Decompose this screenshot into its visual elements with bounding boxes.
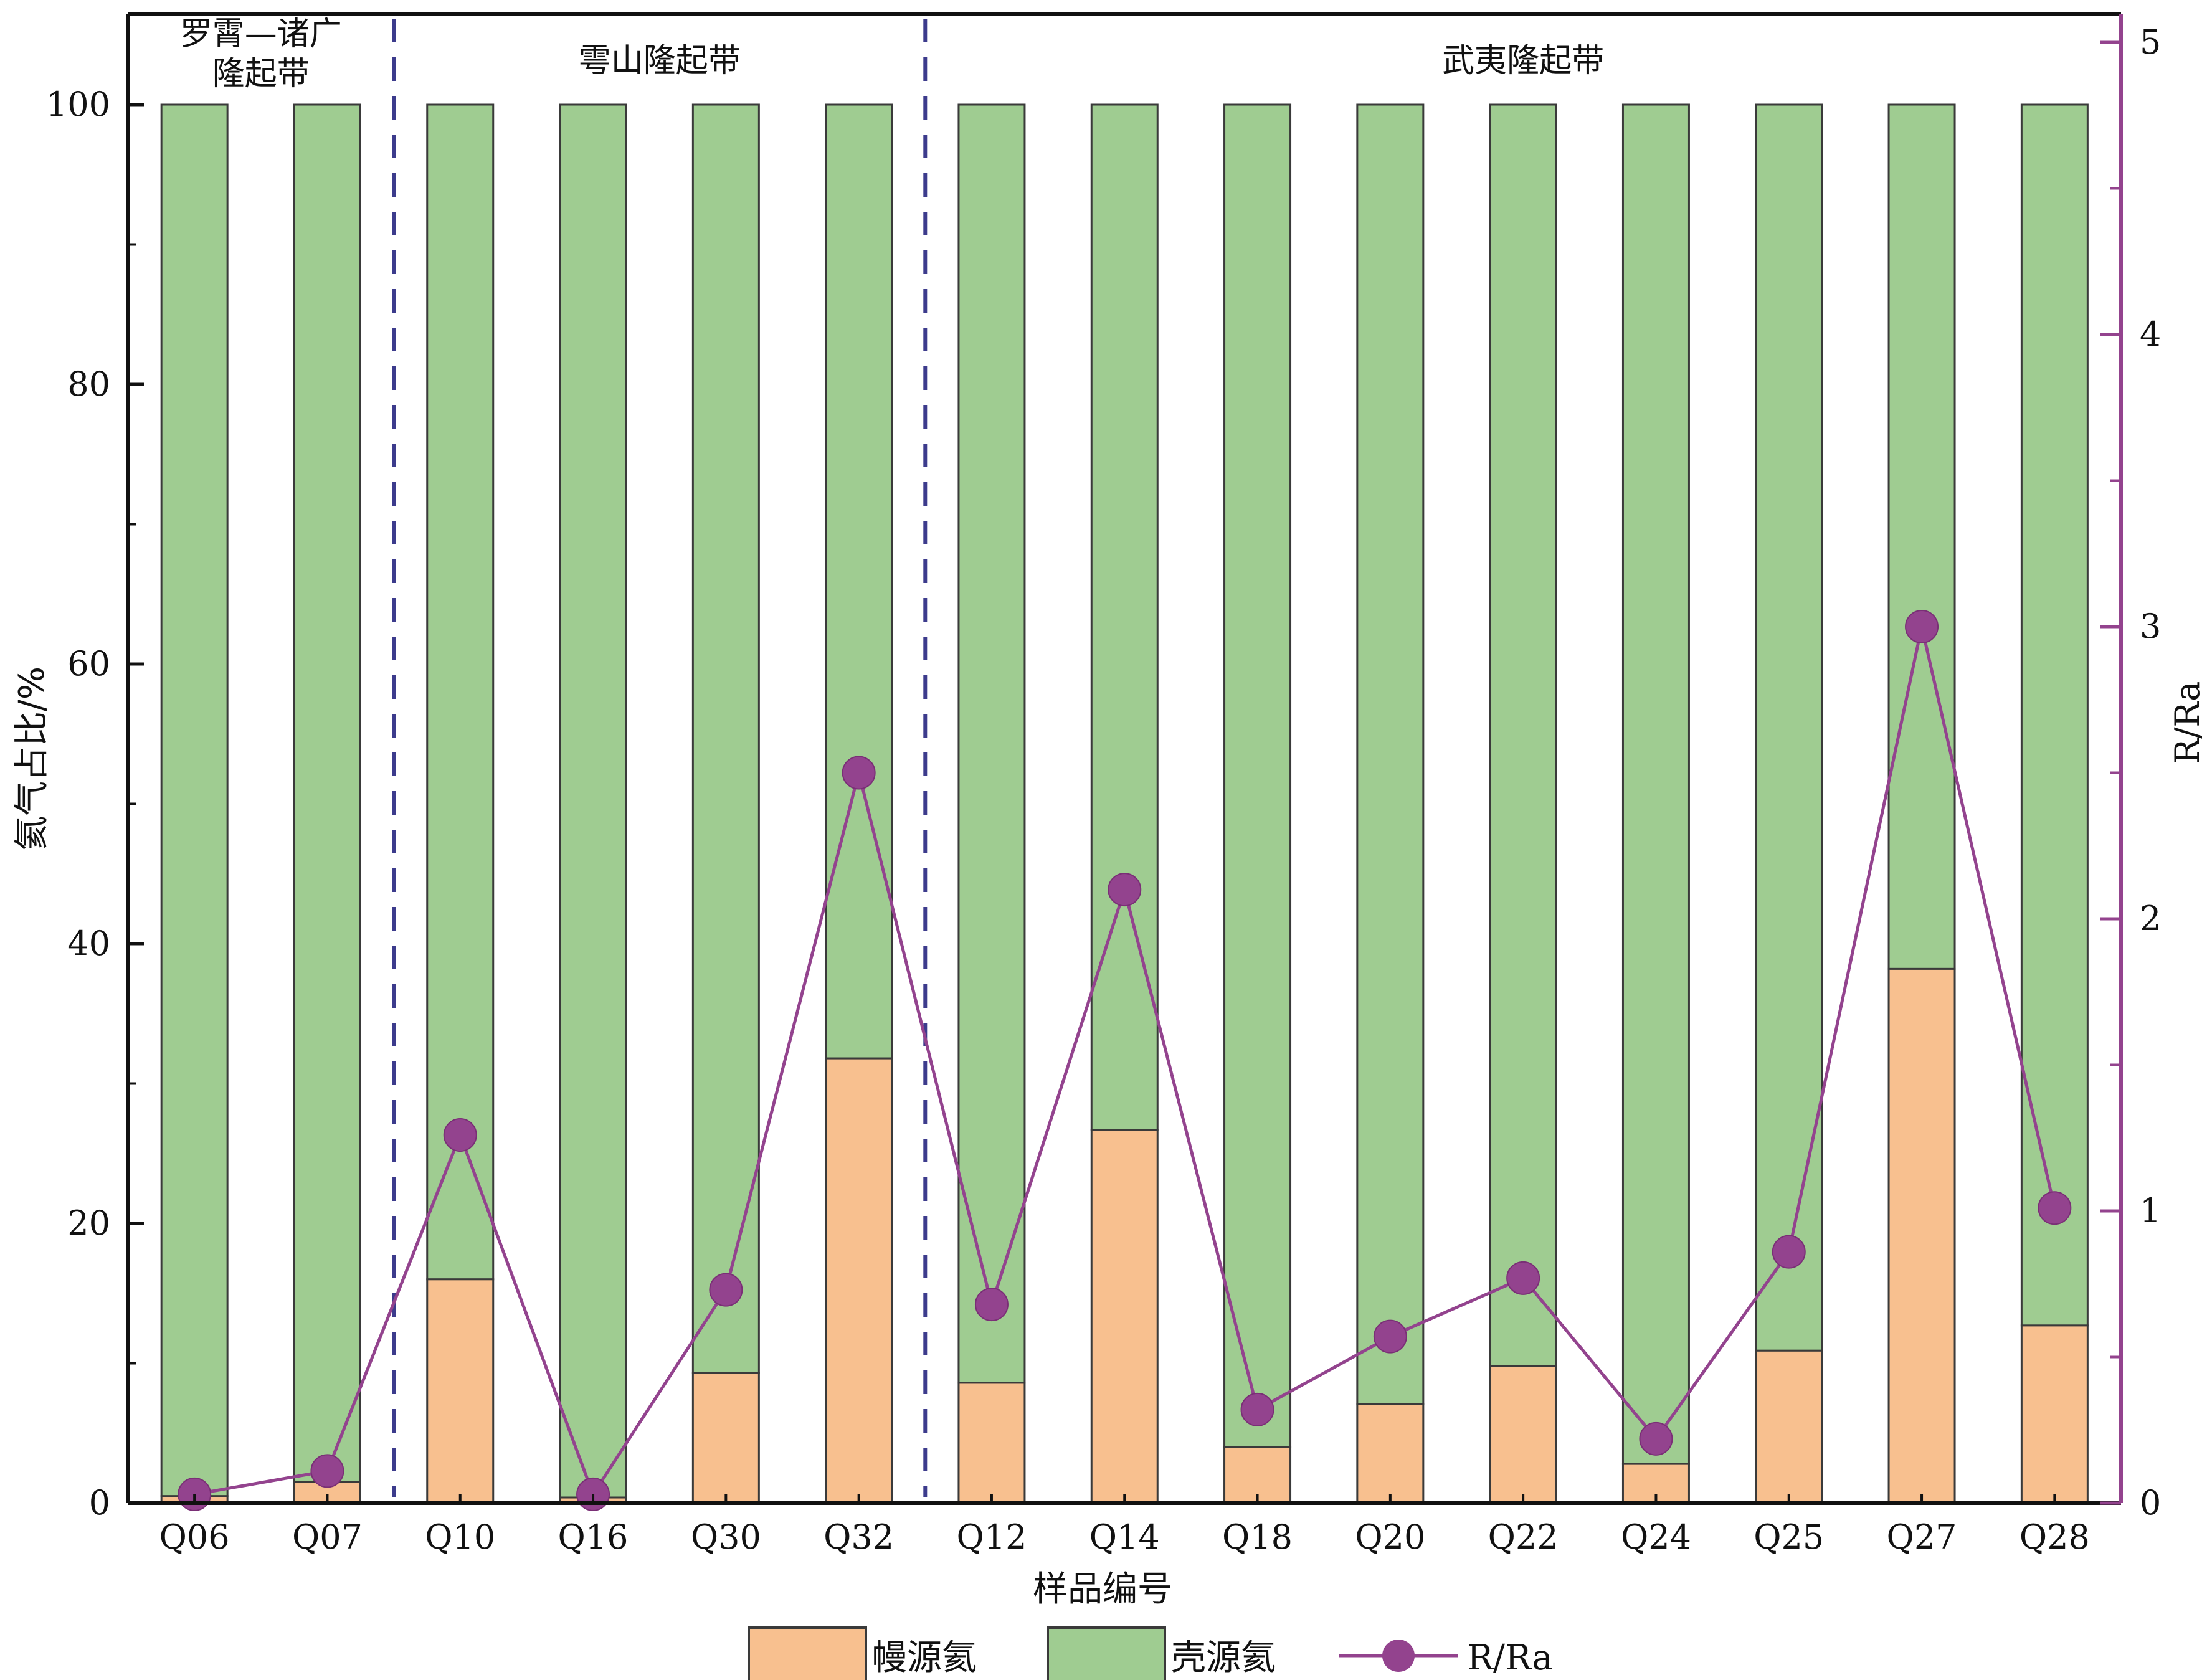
x-tick-label: Q30	[691, 1517, 761, 1557]
bar-mantle-Q25	[1755, 1349, 1823, 1504]
rra-point-Q24	[1639, 1421, 1673, 1456]
x-tick-label: Q10	[425, 1517, 495, 1557]
y-tick-label: 60	[67, 644, 110, 683]
bar-mantle-Q32	[825, 1057, 893, 1504]
axes: 0 20 40 60 80 100 0 1 2 3 4 5 Q06 Q07 Q10 Q16 Q30 Q32 Q12 Q…	[46, 12, 2161, 1557]
y2-tick-label: 5	[2140, 22, 2161, 62]
rra-point-Q32	[842, 756, 876, 790]
bar-mantle-Q12	[957, 1382, 1026, 1504]
bar-mantle-Q14	[1090, 1129, 1159, 1504]
legend-label-crust: 壳源氦	[1171, 1638, 1276, 1678]
bar-crust-Q24	[1621, 103, 1690, 1465]
bar-mantle-Q22	[1489, 1365, 1557, 1504]
rra-point-Q06	[178, 1477, 212, 1511]
x-tick-label: Q22	[1488, 1517, 1559, 1557]
bar-layer	[160, 103, 2089, 1504]
x-tick-label: Q14	[1089, 1517, 1160, 1557]
legend-label-mantle: 幔源氦	[872, 1638, 977, 1678]
rra-point-Q14	[1108, 873, 1142, 907]
y2-tick-label: 4	[2140, 315, 2161, 354]
bar-crust-Q32	[825, 103, 893, 1060]
rra-point-Q25	[1772, 1235, 1806, 1269]
y2-tick-label: 2	[2140, 899, 2161, 938]
region-label: 罗霄—诸广	[180, 16, 342, 53]
region-label: 隆起带	[212, 55, 310, 93]
y-axis-title: 氦气占比/%	[12, 667, 52, 851]
rra-point-Q10	[443, 1118, 477, 1152]
bar-crust-Q10	[426, 103, 495, 1281]
legend-label-rra: R/Ra	[1467, 1638, 1553, 1678]
legend-swatch-mantle	[748, 1626, 867, 1680]
region-label: 武夷隆起带	[1442, 42, 1604, 80]
bar-mantle-Q30	[691, 1372, 760, 1504]
y2-tick-label: 0	[2140, 1483, 2161, 1522]
bar-crust-Q07	[293, 103, 361, 1483]
y-tick-label: 100	[46, 85, 110, 124]
x-tick-label: Q12	[956, 1517, 1027, 1557]
x-tick-label: Q16	[558, 1517, 629, 1557]
bar-mantle-Q20	[1356, 1403, 1425, 1504]
bar-crust-Q18	[1223, 103, 1292, 1448]
bar-crust-Q20	[1356, 103, 1425, 1405]
bar-crust-Q16	[559, 103, 627, 1499]
y-tick-label: 0	[89, 1483, 110, 1522]
x-tick-label: Q28	[2020, 1517, 2090, 1557]
x-tick-label: Q18	[1222, 1517, 1293, 1557]
legend-swatch-crust	[1047, 1626, 1166, 1680]
rra-point-Q12	[974, 1288, 1009, 1322]
legend-marker-rra	[1382, 1640, 1415, 1672]
x-tick-label: Q07	[292, 1517, 363, 1557]
y-tick-label: 20	[67, 1203, 110, 1243]
rra-point-Q28	[2038, 1191, 2072, 1225]
rra-point-Q20	[1373, 1319, 1407, 1354]
bar-crust-Q22	[1489, 103, 1557, 1367]
y2-tick-label: 3	[2140, 607, 2161, 646]
bar-mantle-Q18	[1223, 1446, 1292, 1504]
y2-axis-title: R/Ra	[2168, 681, 2207, 764]
rra-point-Q30	[709, 1273, 743, 1307]
x-tick-label: Q25	[1754, 1517, 1824, 1557]
rra-point-Q27	[1905, 610, 1939, 643]
x-tick-label: Q24	[1621, 1517, 1691, 1557]
rra-point-Q07	[310, 1454, 344, 1488]
bar-mantle-Q27	[1887, 967, 1956, 1504]
rra-point-Q16	[576, 1477, 610, 1511]
region-label: 雩山隆起带	[579, 42, 741, 80]
rra-point-Q22	[1506, 1261, 1540, 1295]
y-tick-label: 80	[67, 364, 110, 404]
rra-point-Q18	[1240, 1392, 1274, 1426]
bar-crust-Q25	[1755, 103, 1823, 1352]
bar-crust-Q30	[691, 103, 760, 1374]
bar-crust-Q27	[1887, 103, 1956, 970]
legend: 幔源氦 壳源氦 R/Ra	[748, 1626, 1553, 1680]
bar-mantle-Q10	[426, 1278, 495, 1504]
y2-tick-label: 1	[2140, 1191, 2161, 1230]
y-tick-label: 40	[67, 924, 110, 963]
region-dividers	[392, 19, 928, 1497]
bar-crust-Q28	[2020, 103, 2089, 1327]
x-tick-label: Q20	[1355, 1517, 1425, 1557]
bar-mantle-Q28	[2020, 1324, 2089, 1504]
x-tick-label: Q27	[1887, 1517, 1957, 1557]
x-tick-label: Q32	[823, 1517, 894, 1557]
x-axis-title: 样品编号	[1033, 1569, 1172, 1610]
x-tick-label: Q06	[159, 1517, 230, 1557]
bar-crust-Q06	[160, 103, 229, 1497]
bar-crust-Q12	[957, 103, 1026, 1384]
